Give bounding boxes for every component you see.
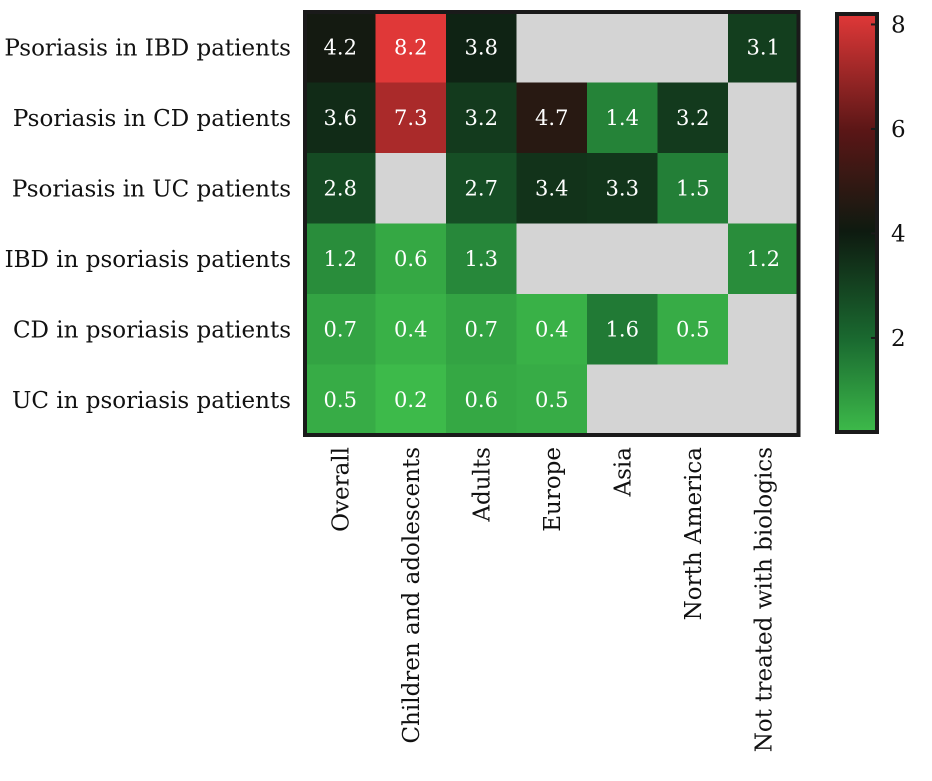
heatmap-cell — [375, 294, 447, 366]
heatmap-cell — [516, 12, 588, 84]
heatmap-cell — [728, 294, 800, 366]
row-label: Psoriasis in UC patients — [12, 176, 291, 202]
column-label: Overall — [328, 447, 354, 532]
heatmap-cell — [446, 364, 518, 436]
row-label: Psoriasis in IBD patients — [4, 35, 291, 61]
heatmap-cell — [657, 223, 729, 295]
row-label: UC in psoriasis patients — [12, 388, 291, 414]
heatmap-cell — [587, 12, 659, 84]
heatmap-cell — [728, 82, 800, 154]
heatmap-cell — [657, 153, 729, 225]
cell-value-label: 3.3 — [606, 176, 639, 200]
cell-value-label: 3.6 — [324, 106, 357, 130]
heatmap-cell — [728, 223, 800, 295]
heatmap-cell — [375, 153, 447, 225]
heatmap-cell — [375, 82, 447, 154]
cell-value-label: 2.8 — [324, 176, 357, 200]
cell-value-label: 1.2 — [747, 247, 780, 271]
cell-value-label: 3.1 — [747, 35, 780, 59]
cell-value-label: 0.7 — [465, 317, 498, 341]
colorbar — [837, 14, 877, 432]
column-label: North America — [681, 447, 707, 621]
colorbar-tick-label: 6 — [891, 117, 906, 143]
column-label: Not treated with biologics — [751, 447, 777, 752]
column-label: Children and adolescents — [399, 447, 425, 744]
cell-value-label: 0.6 — [465, 388, 498, 412]
heatmap-cell — [305, 153, 377, 225]
cell-value-label: 3.2 — [676, 106, 709, 130]
cell-value-label: 0.6 — [394, 247, 427, 271]
heatmap-cell — [728, 364, 800, 436]
heatmap-cell — [305, 294, 377, 366]
cell-value-label: 8.2 — [394, 35, 427, 59]
cell-value-label: 3.8 — [465, 35, 498, 59]
heatmap-cell — [446, 153, 518, 225]
heatmap-cell — [516, 364, 588, 436]
heatmap-cell — [657, 82, 729, 154]
column-labels: Overall Children and adolescents Adults Eur… — [328, 447, 777, 753]
heatmap-cells — [305, 12, 800, 436]
colorbar-tick-label: 2 — [891, 326, 906, 352]
cell-value-label: 3.4 — [535, 176, 568, 200]
heatmap-cell — [587, 153, 659, 225]
heatmap-cell — [516, 223, 588, 295]
row-labels: Psoriasis in IBD patients Psoriasis in CD… — [4, 35, 291, 414]
cell-value-label: 0.5 — [535, 388, 568, 412]
cell-value-label: 4.2 — [324, 35, 357, 59]
heatmap-cell — [446, 294, 518, 366]
cell-value-label: 0.2 — [394, 388, 427, 412]
cell-value-label: 1.5 — [676, 176, 709, 200]
row-label: Psoriasis in CD patients — [13, 106, 291, 132]
cell-value-label: 0.7 — [324, 317, 357, 341]
cell-value-label: 4.7 — [535, 106, 568, 130]
heatmap-cell-values: 4.2 8.2 3.8 3.1 3.6 7.3 3.2 4.7 1.4 3.2 2.8 2.7 3.4 3… — [324, 35, 780, 412]
cell-value-label: 0.4 — [535, 317, 568, 341]
colorbar-tick-label: 8 — [891, 12, 906, 38]
column-label: Adults — [469, 447, 495, 523]
heatmap-cell — [587, 223, 659, 295]
heatmap-cell — [516, 82, 588, 154]
heatmap-cell — [657, 12, 729, 84]
heatmap-cell — [446, 82, 518, 154]
heatmap-cell — [587, 82, 659, 154]
heatmap-cell — [587, 294, 659, 366]
cell-value-label: 2.7 — [465, 176, 498, 200]
colorbar-frame — [835, 12, 879, 434]
heatmap-cell — [587, 364, 659, 436]
cell-value-label: 1.2 — [324, 247, 357, 271]
heatmap-cell — [305, 82, 377, 154]
heatmap-cell — [728, 153, 800, 225]
cell-value-label: 7.3 — [394, 106, 427, 130]
heatmap-cell — [657, 294, 729, 366]
heatmap-cell — [305, 12, 377, 84]
heatmap-cell — [516, 153, 588, 225]
cell-value-label: 1.6 — [606, 317, 639, 341]
cell-value-label: 0.4 — [394, 317, 427, 341]
heatmap-cell — [375, 12, 447, 84]
heatmap-cell — [375, 223, 447, 295]
row-label: CD in psoriasis patients — [13, 317, 291, 343]
heatmap-cell — [305, 223, 377, 295]
colorbar-tick-label: 4 — [891, 221, 906, 247]
plot-frame — [303, 10, 801, 437]
cell-value-label: 0.5 — [324, 388, 357, 412]
row-label: IBD in psoriasis patients — [5, 247, 291, 273]
colorbar-ticks: 2 4 6 8 — [871, 12, 906, 352]
heatmap-cell — [446, 12, 518, 84]
column-label: Europe — [540, 447, 566, 532]
heatmap-cell — [516, 294, 588, 366]
heatmap-cell — [375, 364, 447, 436]
cell-value-label: 3.2 — [465, 106, 498, 130]
column-label: Asia — [610, 447, 636, 498]
heatmap-cell — [446, 223, 518, 295]
heatmap-cell — [305, 364, 377, 436]
heatmap-cell — [728, 12, 800, 84]
heatmap-cell — [657, 364, 729, 436]
cell-value-label: 0.5 — [676, 317, 709, 341]
cell-value-label: 1.4 — [606, 106, 639, 130]
cell-value-label: 1.3 — [465, 247, 498, 271]
